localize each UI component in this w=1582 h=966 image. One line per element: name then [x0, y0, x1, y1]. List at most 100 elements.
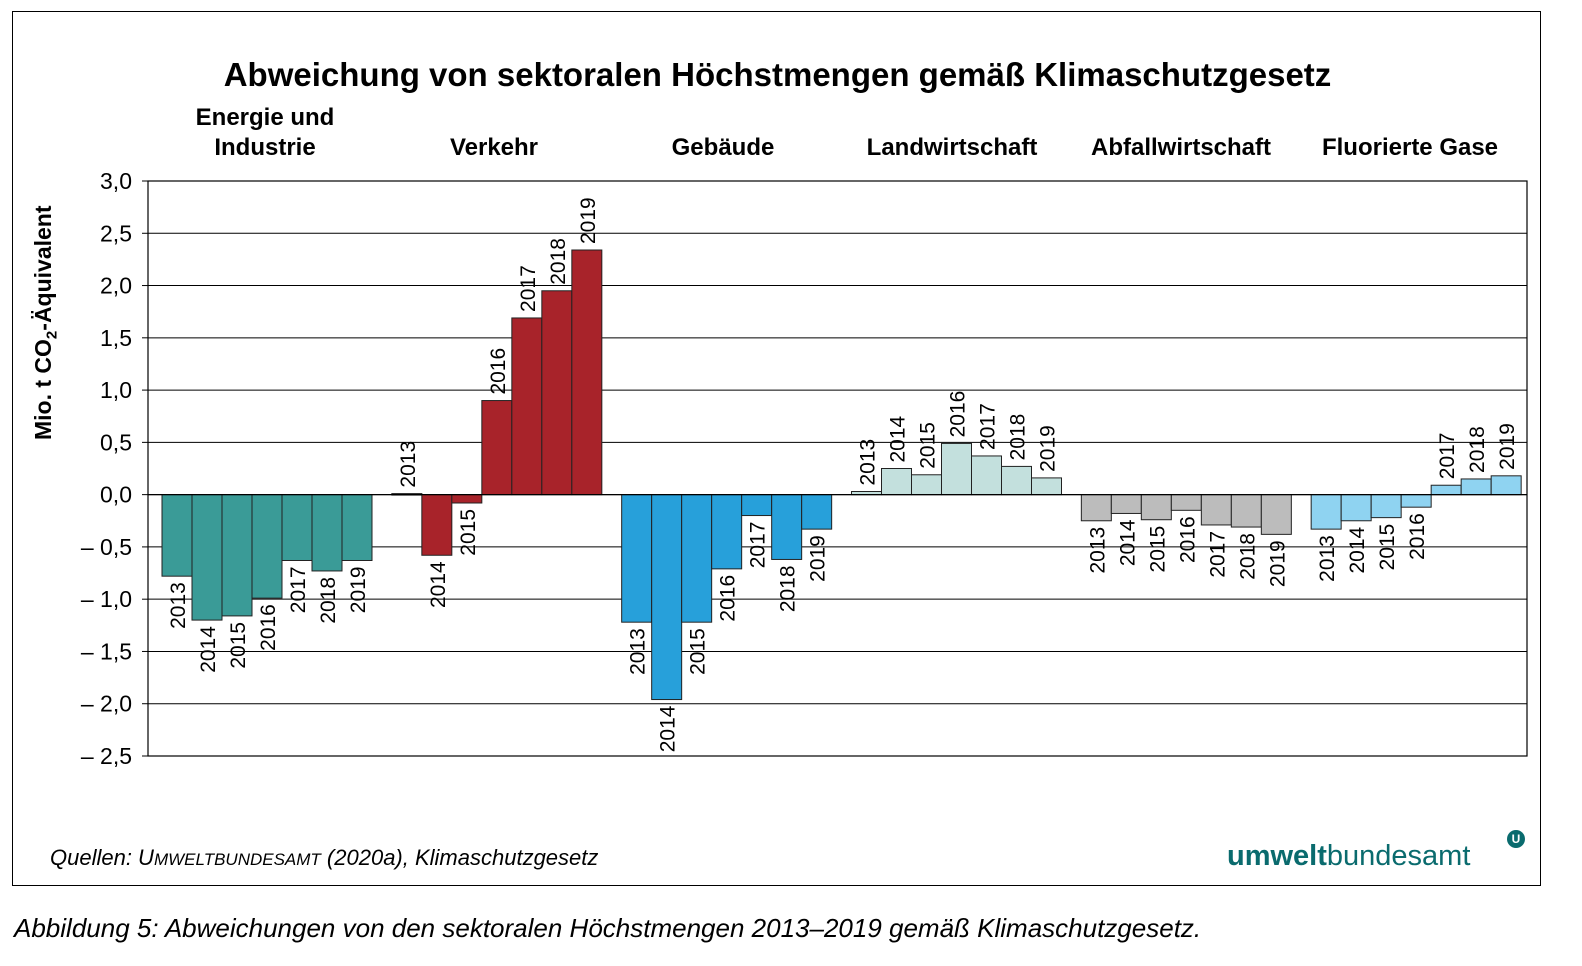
bar-year-label: 2015: [917, 422, 940, 469]
bar-year-label: 2016: [717, 575, 740, 622]
sector-label-verkehr: Verkehr: [449, 134, 539, 161]
bar: [1001, 465, 1032, 496]
bar-year-label: 2014: [887, 415, 910, 462]
bar: [161, 494, 193, 577]
bar: [1200, 494, 1232, 526]
y-tick-label: – 2,5: [81, 743, 132, 769]
bar: [191, 494, 223, 621]
figure-caption: Abbildung 5: Abweichungen von den sektor…: [14, 913, 1202, 943]
sector-label-landwirtschaft: Landwirtschaft: [866, 134, 1038, 161]
bar: [1460, 478, 1492, 496]
bar: [221, 494, 253, 617]
bar-year-label: 2018: [1236, 533, 1259, 580]
bar-year-label: 2013: [1316, 535, 1339, 582]
bar: [1260, 494, 1292, 535]
bar-year-label: 2015: [1146, 526, 1169, 573]
bar: [681, 494, 713, 623]
y-tick-label: – 1,0: [81, 586, 132, 612]
bar: [1031, 477, 1062, 496]
bar-year-label: 2016: [487, 348, 510, 395]
y-tick-label: 0,0: [100, 482, 132, 508]
bar-year-label: 2015: [1376, 524, 1399, 571]
bar: [1310, 494, 1342, 530]
bar: [281, 494, 313, 561]
y-tick-label: – 2,0: [81, 691, 132, 717]
bar-year-label: 2016: [1406, 513, 1429, 560]
bar: [481, 400, 513, 496]
bar-year-label: 2014: [197, 626, 220, 673]
sector-label-gebaeude: Gebäude: [671, 134, 775, 161]
bar: [651, 494, 683, 701]
bar-year-label: 2019: [577, 197, 600, 244]
bar: [1230, 494, 1262, 528]
bar-year-label: 2018: [1466, 426, 1489, 473]
bar: [941, 442, 972, 496]
umweltbundesamt-logo: umweltbundesamt U: [1227, 830, 1525, 873]
y-tick-label: 3,0: [100, 168, 132, 194]
bar: [1110, 494, 1142, 514]
sector-label-energie-line1: Energie und: [195, 104, 335, 131]
bar-year-label: 2015: [457, 509, 480, 556]
bar-year-label: 2017: [517, 265, 540, 312]
y-tick-label: 0,5: [100, 429, 132, 455]
bar-year-label: 2017: [747, 522, 770, 569]
bar: [1430, 484, 1462, 496]
source-smallcaps: MWELTBUNDESAMT: [153, 850, 321, 869]
sector-label-energie: Energie und Industrie: [145, 103, 385, 163]
bar: [1140, 494, 1172, 521]
bar-year-label: 2017: [977, 403, 1000, 450]
y-tick-label: 1,0: [100, 377, 132, 403]
bar-year-label: 2014: [1116, 519, 1139, 566]
source-prefix: Quellen: U: [50, 845, 154, 870]
bar-year-label: 2019: [347, 567, 370, 614]
bar-year-label: 2018: [1007, 414, 1030, 461]
bar-year-label: 2013: [397, 441, 420, 488]
bar-year-label: 2019: [1496, 423, 1519, 470]
logo-regular: bundesamt: [1326, 840, 1471, 872]
plot-border: [147, 180, 1528, 757]
bar-year-label: 2015: [687, 628, 710, 675]
y-tick-label: 2,5: [100, 220, 132, 246]
chart-frame: Abweichung von sektoralen Höchstmengen g…: [12, 11, 1541, 886]
bar: [1400, 494, 1432, 508]
logo-bold: umwelt: [1227, 840, 1327, 872]
bar: [311, 494, 343, 572]
bar-year-label: 2019: [1266, 540, 1289, 587]
bar-year-label: 2019: [807, 535, 830, 582]
bar: [421, 494, 453, 556]
bar: [1340, 494, 1372, 522]
bar: [341, 494, 373, 561]
bar: [1370, 494, 1402, 519]
source-note: Quellen: UMWELTBUNDESAMT (2020a), Klimas…: [50, 845, 598, 871]
bar: [771, 494, 803, 560]
bar: [801, 494, 833, 530]
bar-year-label: 2016: [257, 604, 280, 651]
bar-year-label: 2013: [857, 439, 880, 486]
chart-title: Abweichung von sektoralen Höchstmengen g…: [223, 56, 1332, 93]
bar-year-label: 2014: [1346, 526, 1369, 573]
bar-year-label: 2016: [947, 391, 970, 438]
bar: [1490, 475, 1522, 496]
bar: [511, 317, 543, 496]
bar: [741, 494, 773, 517]
bar-year-label: 2018: [777, 565, 800, 612]
bar-year-label: 2018: [317, 577, 340, 624]
bar: [1080, 494, 1112, 522]
bar: [971, 455, 1002, 496]
bar: [251, 494, 283, 599]
bar-year-label: 2018: [547, 238, 570, 285]
y-tick-label: – 1,5: [81, 638, 132, 664]
source-suffix: (2020a), Klimaschutzgesetz: [320, 845, 599, 870]
sector-label-abfallwirtschaft: Abfallwirtschaft: [1090, 134, 1272, 161]
bar-year-label: 2016: [1176, 516, 1199, 563]
bar-year-label: 2013: [1086, 527, 1109, 574]
y-tick-label: 1,5: [100, 325, 132, 351]
bar-year-label: 2014: [427, 561, 450, 608]
bar-year-label: 2013: [627, 628, 650, 675]
bar: [711, 494, 743, 570]
bar: [571, 249, 603, 496]
y-tick-label: – 0,5: [81, 534, 132, 560]
y-tick-label: 2,0: [100, 273, 132, 299]
bar-year-label: 2015: [227, 622, 250, 669]
sector-label-fluorierte-gase: Fluorierte Gase: [1321, 134, 1499, 161]
